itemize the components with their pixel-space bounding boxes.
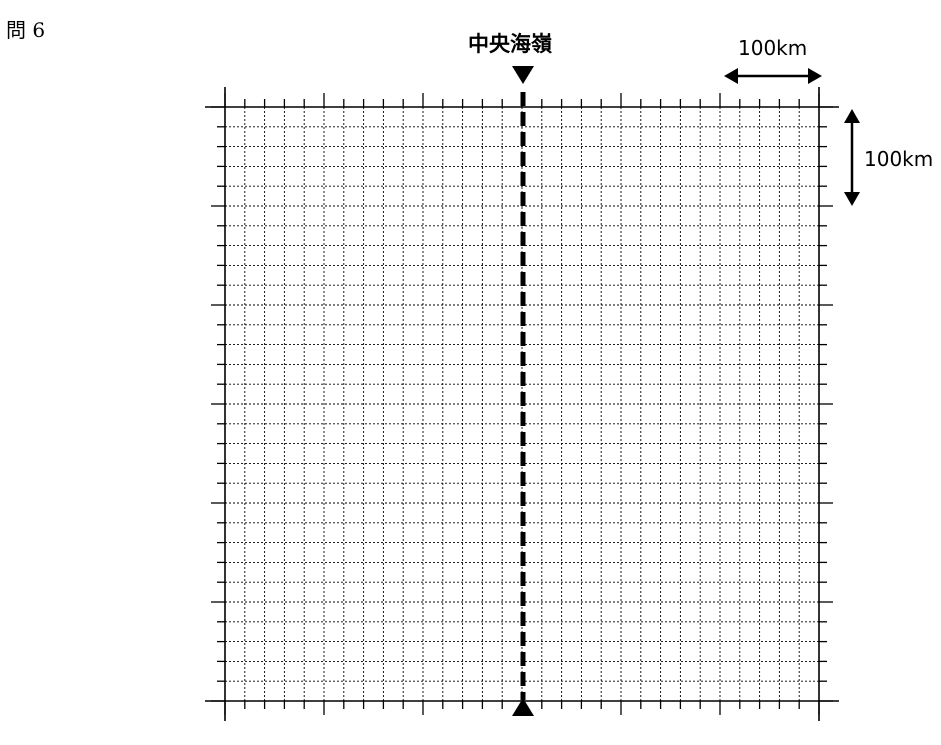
ridge-top-triangle-icon: [512, 66, 534, 84]
mid-ocean-ridge-label: 中央海嶺: [468, 32, 552, 56]
horizontal-scale-label: 100km: [738, 36, 808, 60]
vertical-scale-arrow-icon: [844, 109, 860, 206]
major-tick-marks: [211, 93, 833, 715]
horizontal-scale-arrow-icon: [724, 68, 822, 84]
ridge-bottom-triangle-icon: [512, 698, 534, 716]
question-number: 問 6: [6, 18, 46, 42]
vertical-scale-label: 100km: [864, 147, 934, 171]
